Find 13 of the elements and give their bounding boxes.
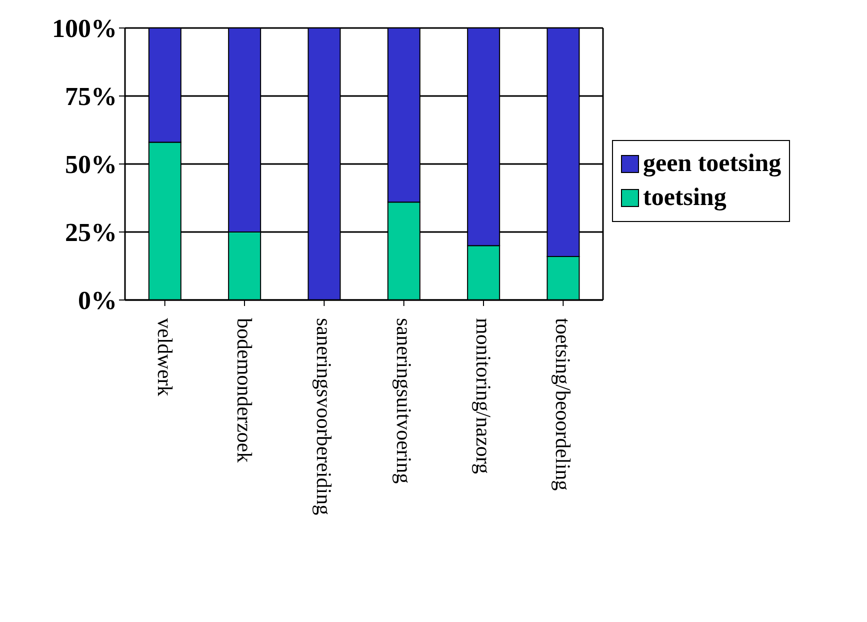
x-tick-label: toetsing/beoordeling — [551, 318, 576, 492]
y-tick-label: 100% — [52, 14, 117, 44]
x-tick-label: monitoring/nazorg — [472, 318, 496, 474]
y-tick-label: 0% — [78, 286, 117, 316]
y-tick-label: 25% — [65, 218, 117, 248]
legend-label: geen toetsing — [643, 149, 782, 179]
y-tick-label: 75% — [65, 82, 117, 112]
x-tick-label: veldwerk — [152, 318, 177, 397]
legend-label: toetsing — [643, 183, 726, 213]
x-tick-label: saneringsuitvoering — [392, 318, 416, 484]
x-tick-label: saneringsvoorbereiding — [312, 318, 336, 516]
x-tick-label: bodemonderzoek — [232, 318, 256, 464]
y-tick-label: 50% — [65, 150, 117, 180]
